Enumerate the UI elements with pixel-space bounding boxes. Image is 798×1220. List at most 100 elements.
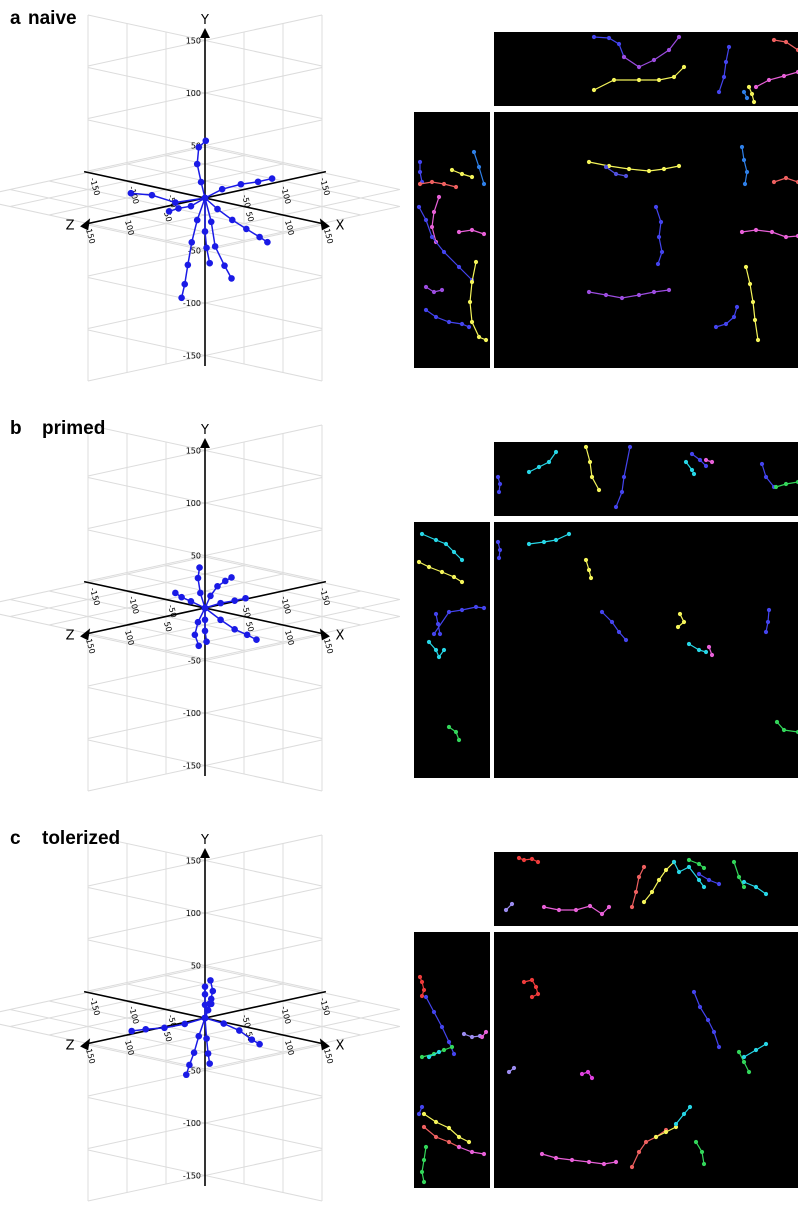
y-tick-label: -100 (183, 709, 201, 718)
track-point-2d (753, 884, 759, 890)
track-point-2d (459, 607, 465, 613)
track-point-2d (606, 35, 612, 41)
y-tick-label: -150 (183, 352, 201, 361)
track-line-2d (419, 976, 425, 997)
track-point-2d (446, 1039, 452, 1045)
track-point-3d (186, 1061, 193, 1069)
track-point-3d (193, 216, 201, 224)
x-axis-arrow (319, 628, 330, 641)
track-point-2d (449, 1044, 455, 1050)
track-point-2d (653, 204, 659, 210)
grid-planes (0, 424, 400, 792)
track-point-3d (201, 627, 209, 635)
track-point-2d (701, 884, 707, 890)
x-tick-label: -150 (88, 997, 101, 1017)
track-point-2d (466, 324, 472, 330)
track-point-2d (441, 181, 447, 187)
track-point-2d (739, 229, 745, 235)
track-point-2d (539, 1151, 545, 1157)
track-point-2d (541, 904, 547, 910)
track-point-2d (423, 1144, 429, 1150)
track-point-3d (197, 589, 204, 597)
track-point-3d (207, 218, 215, 226)
track-line-2d (423, 1126, 460, 1148)
track-point-2d (426, 639, 432, 645)
track-point-2d (633, 889, 639, 895)
y-tick-label: 50 (191, 552, 201, 561)
track-point-2d (626, 166, 632, 172)
track-point-2d (763, 891, 769, 897)
y-tick-label: 100 (186, 909, 201, 918)
track-line-2d (528, 451, 557, 473)
track-point-2d (653, 1134, 659, 1140)
track-point-2d (741, 879, 747, 885)
track-point-2d (479, 1034, 485, 1040)
track-point-3d (188, 239, 196, 246)
track-point-2d (451, 549, 457, 555)
track-point-2d (606, 904, 612, 910)
track-point-3d (236, 1027, 243, 1034)
track-point-2d (481, 231, 487, 237)
track-point-2d (666, 287, 672, 293)
z-tick-label: -150 (318, 587, 331, 607)
track-point-2d (419, 979, 425, 985)
track-point-2d (439, 287, 445, 293)
xz-projection-tracks (495, 444, 798, 510)
track-point-2d (469, 174, 475, 180)
track-point-2d (483, 1029, 489, 1035)
track-point-2d (706, 644, 712, 650)
z-tick-label: 50 (162, 1031, 173, 1043)
xz-projection (494, 852, 798, 926)
track-point-3d (256, 233, 263, 241)
track-point-2d (429, 234, 435, 240)
track-line-2d (631, 866, 645, 908)
track-point-2d (755, 337, 761, 343)
track-point-2d (629, 904, 635, 910)
track-line-2d (715, 306, 738, 328)
track-point-2d (627, 444, 633, 450)
track-point-2d (423, 284, 429, 290)
x-axis-label: X (335, 1038, 344, 1053)
track-line-2d (428, 641, 445, 659)
track-point-2d (649, 889, 655, 895)
track-point-2d (511, 1065, 517, 1071)
track-point-3d (201, 1014, 209, 1022)
track-point-3d (190, 1049, 198, 1056)
track-point-2d (456, 264, 462, 270)
track-point-3d (172, 589, 179, 597)
track-point-2d (583, 444, 589, 450)
track-point-3d (161, 1024, 168, 1032)
panel-label: c tolerized (10, 828, 120, 850)
z-tick-label: 150 (84, 638, 97, 655)
track-point-2d (521, 979, 527, 985)
track-point-3d (229, 216, 236, 224)
track-point-2d (741, 1059, 747, 1065)
track-point-2d (421, 1111, 427, 1117)
track-point-2d (696, 871, 702, 877)
track-point-3d (201, 228, 209, 235)
track-point-2d (526, 469, 532, 475)
yz-projection (414, 112, 490, 368)
y-tick-label: -150 (183, 762, 201, 771)
track-point-2d (443, 541, 449, 547)
track-point-2d (613, 1159, 619, 1165)
track-line-2d (421, 533, 463, 561)
track-point-2d (585, 1069, 591, 1075)
track-line-3d (194, 607, 206, 647)
xy-projection (494, 932, 798, 1188)
track-point-3d (228, 275, 235, 282)
track-point-2d (441, 647, 447, 653)
x-tick-label: -150 (88, 587, 101, 607)
track-point-2d (416, 1111, 422, 1117)
track-point-2d (723, 59, 729, 65)
z-axis-label: Z (66, 218, 75, 233)
track-point-2d (431, 209, 437, 215)
track-point-3d (264, 238, 271, 246)
track-point-2d (681, 619, 687, 625)
track-line-3d (204, 1017, 211, 1064)
y-tick-label: -50 (188, 1067, 201, 1076)
panel-letter: b (10, 418, 22, 439)
track-point-2d (689, 467, 695, 473)
track-point-2d (437, 631, 443, 637)
track-point-2d (603, 292, 609, 298)
